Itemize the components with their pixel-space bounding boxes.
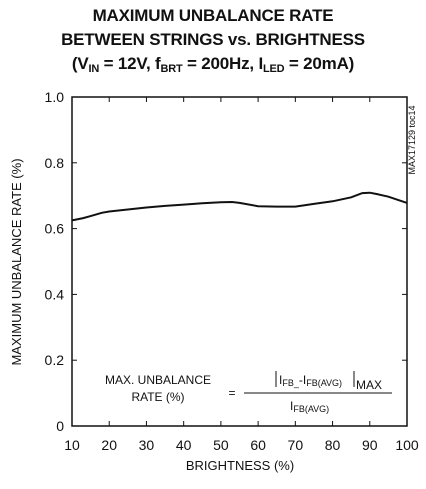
formula-label-line-1: MAX. UNBALANCE	[105, 373, 211, 387]
num-sub2: FB(AVG)	[306, 378, 342, 388]
tick-group: 10 20 30 40 50 60 70 80 90 100 0 0.2 0.4 0.6 0.8 1.0	[45, 89, 419, 453]
x-tick-label: 20	[101, 437, 117, 453]
x-tick-label: 10	[64, 437, 80, 453]
den-i: I	[290, 399, 293, 413]
x-tick-label: 100	[395, 437, 419, 453]
y-tick-label: 0.6	[45, 221, 65, 237]
plot-frame	[71, 96, 408, 427]
formula-label-line-2: RATE (%)	[131, 390, 184, 404]
formula-numerator: IFB_-IFB(AVG)	[279, 373, 342, 388]
y-axis-title: MAXIMUM UNBALANCE RATE (%)	[9, 158, 24, 365]
title-sub-brt: BRT	[160, 63, 183, 75]
x-tick-label: 30	[139, 437, 155, 453]
figure-code: MAX17129 toc14	[407, 105, 417, 174]
y-tick-label: 0.2	[45, 352, 65, 368]
formula-max: MAX	[356, 378, 382, 392]
title-ma: = 20mA)	[284, 54, 355, 73]
y-tick-label: 0.4	[45, 286, 65, 302]
y-tick-label: 0	[56, 418, 64, 434]
x-tick-label: 60	[250, 437, 266, 453]
formula-equals: =	[228, 386, 235, 400]
y-tick-label: 1.0	[45, 89, 65, 105]
num-sub1: FB_	[282, 378, 300, 388]
x-tick-label: 40	[176, 437, 192, 453]
title-sub-in: IN	[88, 63, 100, 75]
x-tick-label: 80	[325, 437, 341, 453]
title-f: = 12V, f	[99, 54, 161, 73]
x-axis-title: BRIGHTNESS (%)	[186, 458, 294, 473]
formula-denominator: IFB(AVG)	[290, 399, 329, 414]
x-tick-label: 70	[288, 437, 304, 453]
chart-title-line-2: BETWEEN STRINGS vs. BRIGHTNESS	[61, 30, 365, 49]
title-v: (V	[71, 54, 89, 73]
den-sub: FB(AVG)	[293, 404, 329, 414]
y-tick-label: 0.8	[45, 155, 65, 171]
chart-title-line-3: (VIN = 12V, fBRT = 200Hz, ILED = 20mA)	[0, 54, 426, 79]
series-line	[71, 191, 408, 222]
x-tick-label: 90	[362, 437, 378, 453]
x-tick-label: 50	[213, 437, 229, 453]
title-sub-led: LED	[262, 63, 285, 75]
chart-title-line-1: MAXIMUM UNBALANCE RATE	[92, 6, 334, 25]
formula-annotation: MAX. UNBALANCE RATE (%) = IFB_-IFB(AVG) …	[105, 371, 392, 414]
num-dash: -I	[299, 373, 306, 387]
num-i1: I	[279, 373, 282, 387]
title-i: = 200Hz, I	[182, 54, 263, 73]
